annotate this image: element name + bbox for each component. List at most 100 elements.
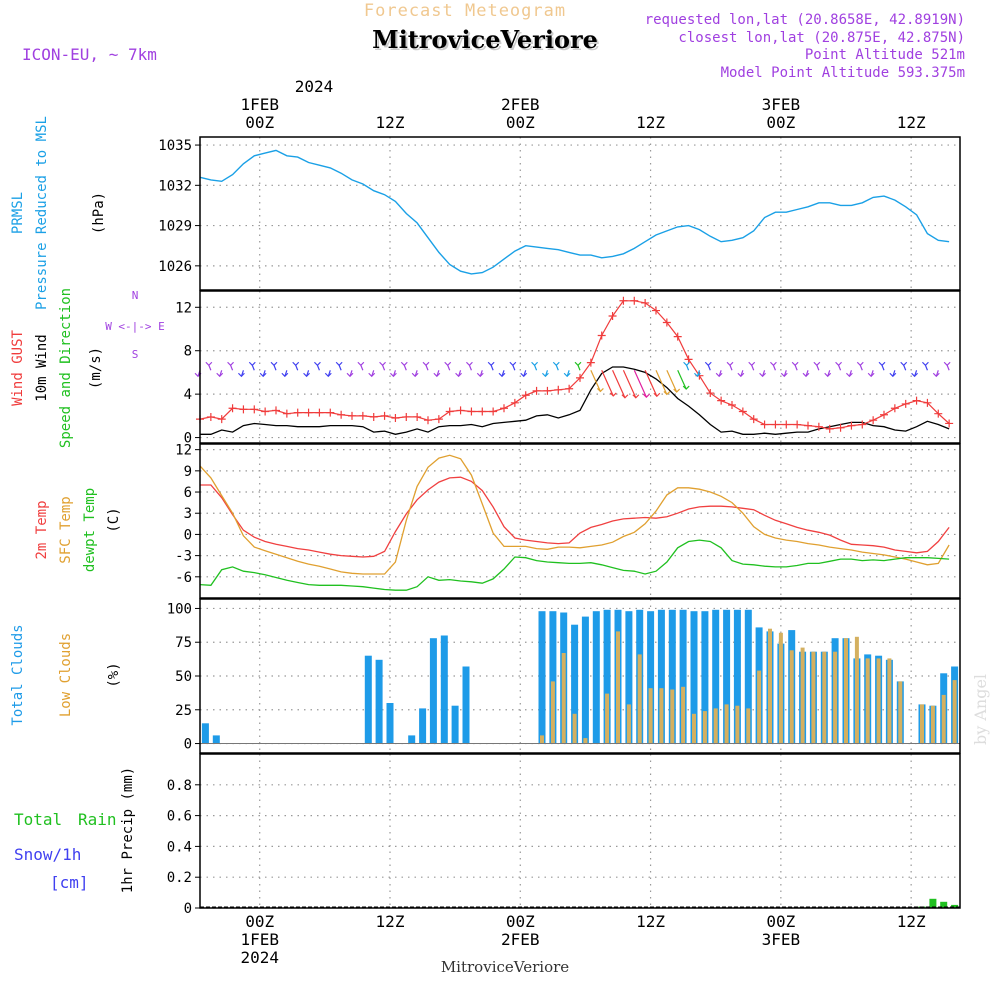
clouds-label-low: Low Clouds [58,633,74,717]
wind-gust-marker [391,414,400,423]
wind-direction-arrowhead [227,361,234,367]
clouds-ytick-label: 100 [167,601,192,617]
wind-direction-arrow [644,370,658,397]
wind-ytick-label: 4 [184,387,192,403]
cloud-low-bar [778,632,783,744]
wind-direction-arrow [816,365,820,371]
top-time-label: 00Z [506,113,535,132]
temp-ytick-label: 12 [175,443,192,459]
wind-direction-arrow [881,365,885,371]
wind-direction-arrow [686,365,690,371]
cloud-low-bar [702,711,707,744]
station-title-shadow: MitroviceVeriore [374,27,600,56]
wind-gust-marker [326,408,335,417]
watermark: by Angel [971,674,990,745]
wind-gust-marker [206,412,215,421]
wind-gust-marker [565,384,574,393]
precip-label-total: Total [14,810,62,829]
wind-direction-arrow [555,365,559,371]
wind-direction-arrow [924,365,928,371]
wind-direction-arrowhead [609,392,617,397]
panel-frame [199,136,961,291]
temp-ytick-label: -3 [175,549,192,565]
wind-direction-arrowhead [542,372,549,378]
top-time-label: 1FEB [240,95,279,114]
forecast-label: Forecast Meteogram [364,1,566,21]
wind-label-direction: Speed and Direction [58,288,74,448]
compass-south: S [132,348,139,361]
cloud-low-bar [735,705,740,744]
wind-gust-marker [793,420,802,429]
wind-gust-marker [521,391,530,400]
cloud-total-bar [375,659,383,744]
cloud-low-bar [626,704,631,744]
wind-direction-arrowhead [411,372,419,378]
cloud-low-bar [876,658,881,744]
wind-direction-arrow [230,365,234,371]
precip-ytick-label: 0.8 [167,778,192,794]
cloud-total-bar [701,611,709,744]
cloud-low-bar [540,735,544,744]
wind-gust-marker [217,415,226,424]
temp-label-2m: 2m Temp [34,500,50,559]
wind-gust-marker [673,332,682,341]
wind-direction-arrowhead [455,372,462,378]
wind-direction-arrow [577,365,581,371]
cloud-low-bar [572,713,577,744]
bottom-time-label: 00Z [766,912,795,931]
wind-direction-arrow [295,365,299,371]
wind-direction-arrowhead [259,372,267,378]
top-time-label: 00Z [766,113,795,132]
wind-direction-arrowhead [621,394,629,399]
wind-direction-arrow [316,365,320,371]
wind-direction-arrow [382,365,386,371]
wind-gust-marker [282,409,291,418]
clouds-ytick-label: 75 [175,635,192,651]
wind-gust-marker [760,420,769,429]
wind-direction-arrowhead [824,372,832,378]
precip-rain-bar [951,904,959,908]
bottom-time-label: 1FEB [240,930,279,949]
wind-gust-line [199,300,950,430]
wind-direction-arrowhead [400,361,408,367]
temp-ytick-label: 9 [184,464,192,480]
cloud-total-bar [668,609,676,744]
wind-direction-arrowhead [726,361,734,367]
temp-ytick-label: 3 [184,506,192,522]
wind-ytick-label: 12 [175,300,192,316]
pressure-ytick-label: 1032 [158,178,192,194]
bottom-time-label: 12Z [897,912,926,931]
cloud-low-bar [648,688,653,744]
wind-direction-arrowhead [444,361,452,367]
wind-direction-arrow [490,365,494,371]
wind-gust-marker [847,421,856,430]
wind-direction-arrowhead [791,361,799,367]
panels-layer: 1026 1029 1032 1035 PRMSL Pressure Reduced to… [10,95,961,967]
wind-gust-marker [706,389,715,398]
bottom-time-label: 2FEB [501,930,540,949]
wind-direction-arrowhead [682,385,690,390]
wind-direction-arrowhead [498,372,506,378]
wind-direction-arrow [468,365,472,371]
wind-direction-arrow [729,365,733,371]
wind-gust-marker [684,355,693,364]
wind-direction-arrowhead [292,361,300,367]
wind-gust-marker [869,416,878,425]
cloud-total-bar [386,703,394,744]
cloud-total-bar [723,609,731,744]
wind-direction-arrow [903,365,907,371]
wind-direction-arrowhead [802,372,810,378]
wind-direction-arrowhead [759,372,766,378]
wind-direction-arrow [838,365,842,371]
cloud-low-bar [681,686,686,744]
cloud-low-bar [550,681,555,744]
wind-direction-arrow [251,365,255,371]
wind-direction-arrow [666,370,678,393]
wind-direction-arrowhead [770,361,777,367]
wind-direction-arrowhead [487,361,495,367]
bottom-time-label: 12Z [376,912,405,931]
cloud-total-bar [625,611,633,744]
wind-direction-arrowhead [379,361,386,367]
wind-direction-arrow [534,365,538,371]
